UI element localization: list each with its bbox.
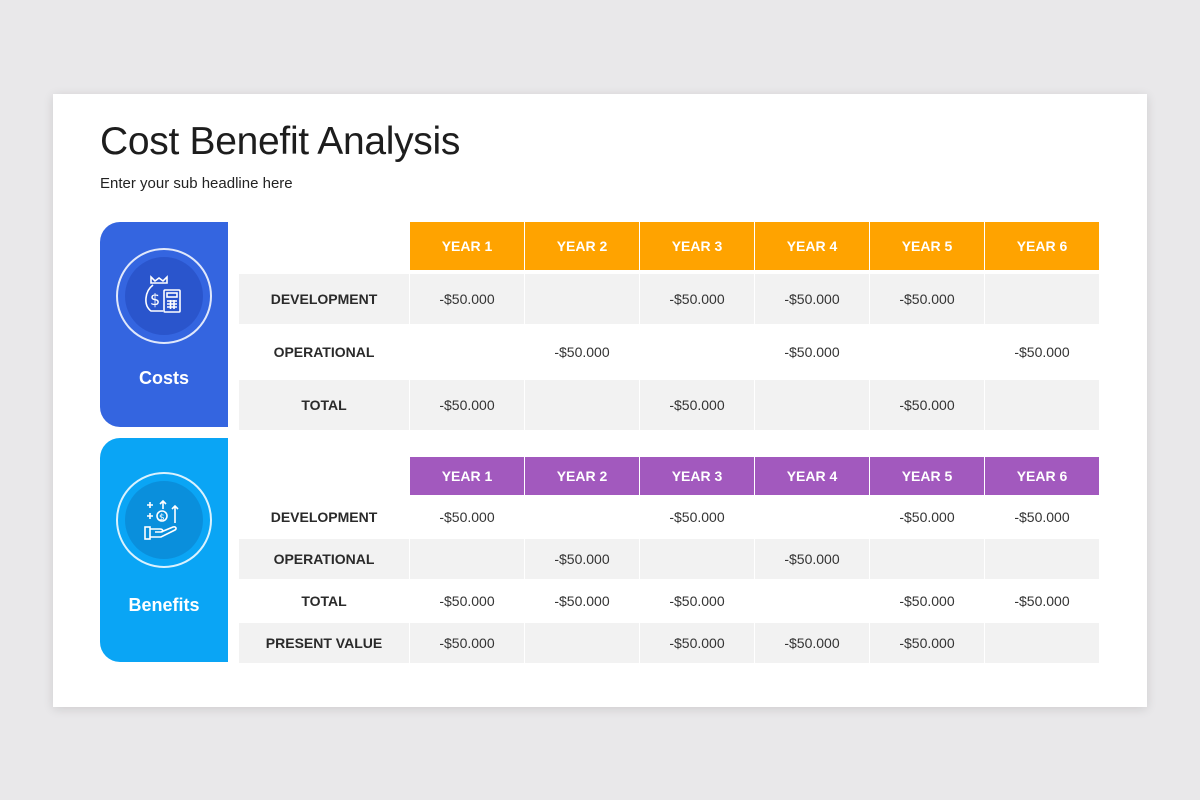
table-cell: [640, 327, 754, 377]
table-cell: [985, 380, 1099, 430]
table-cell: [755, 581, 869, 621]
table-cell: [410, 327, 524, 377]
row-label: PRESENT VALUE: [239, 623, 409, 663]
table-cell: -$50.000: [640, 380, 754, 430]
column-header: YEAR 3: [640, 457, 754, 495]
table-cell: -$50.000: [870, 380, 984, 430]
table-cell: -$50.000: [669, 509, 725, 525]
table-cell: -$50.000: [554, 593, 610, 609]
table-cell: [525, 274, 639, 324]
column-header: YEAR 5: [870, 457, 984, 495]
table-cell: -$50.000: [439, 509, 495, 525]
table-cell: [640, 539, 754, 579]
column-header: YEAR 6: [985, 222, 1099, 270]
table-cell: -$50.000: [899, 593, 955, 609]
table-cell: [755, 380, 869, 430]
table-cell: [985, 274, 1099, 324]
table-cell: -$50.000: [755, 274, 869, 324]
benefits-icon-circle: $: [116, 472, 212, 568]
table-cell: -$50.000: [755, 623, 869, 663]
benefits-table: YEAR 1 YEAR 2 YEAR 3 YEAR 4 YEAR 5 YEAR 6 DEVE…: [239, 457, 1101, 663]
column-header: YEAR 3: [640, 222, 754, 270]
table-cell: -$50.000: [870, 274, 984, 324]
column-header: YEAR 6: [985, 457, 1099, 495]
table-cell: [525, 623, 639, 663]
column-header: YEAR 1: [410, 222, 524, 270]
table-row: OPERATIONAL -$50.000 -$50.000: [239, 539, 1101, 579]
table-cell: [870, 327, 984, 377]
table-header: YEAR 1 YEAR 2 YEAR 3 YEAR 4 YEAR 5 YEAR 6: [410, 457, 1101, 495]
table-cell: -$50.000: [410, 274, 524, 324]
table-cell: [755, 497, 869, 537]
costs-panel: $ Costs: [100, 222, 228, 427]
column-header: YEAR 2: [525, 457, 639, 495]
hand-money-growth-icon: $: [144, 499, 179, 540]
table-cell: -$50.000: [1014, 344, 1070, 360]
table-cell: [410, 539, 524, 579]
table-cell: -$50.000: [669, 593, 725, 609]
costs-icon-circle: $: [116, 248, 212, 344]
table-header: YEAR 1 YEAR 2 YEAR 3 YEAR 4 YEAR 5 YEAR 6: [410, 222, 1101, 270]
table-cell: -$50.000: [410, 380, 524, 430]
money-bag-calculator-icon: $: [145, 275, 181, 313]
row-label: DEVELOPMENT: [270, 509, 378, 525]
table-cell: -$50.000: [1014, 593, 1070, 609]
column-header: YEAR 4: [755, 457, 869, 495]
costs-table: YEAR 1 YEAR 2 YEAR 3 YEAR 4 YEAR 5 YEAR 6 DEVE…: [239, 222, 1101, 430]
table-row: DEVELOPMENT -$50.000 -$50.000 -$50.000 -$50.…: [239, 497, 1101, 537]
table-cell: -$50.000: [755, 539, 869, 579]
benefits-label: Benefits: [128, 595, 200, 615]
table-row: DEVELOPMENT -$50.000 -$50.000 -$50.000 -$50.…: [239, 274, 1101, 324]
table-row: TOTAL -$50.000 -$50.000 -$50.000: [239, 380, 1101, 430]
table-cell: -$50.000: [870, 623, 984, 663]
table-cell: [525, 380, 639, 430]
benefits-panel: $ Benefits: [100, 438, 228, 662]
row-label: TOTAL: [239, 380, 409, 430]
table-cell: [870, 539, 984, 579]
table-cell: -$50.000: [525, 539, 639, 579]
subtitle: Enter your sub headline here: [100, 175, 293, 192]
costs-label: Costs: [138, 368, 189, 388]
table-cell: -$50.000: [554, 344, 610, 360]
table-cell: [985, 539, 1099, 579]
row-label: OPERATIONAL: [239, 539, 409, 579]
table-cell: -$50.000: [640, 623, 754, 663]
page-title: Cost Benefit Analysis: [100, 120, 461, 163]
column-header: YEAR 4: [755, 222, 869, 270]
table-cell: -$50.000: [784, 344, 840, 360]
row-label: DEVELOPMENT: [239, 274, 409, 324]
svg-text:$: $: [150, 290, 160, 309]
table-cell: [985, 623, 1099, 663]
table-cell: -$50.000: [899, 509, 955, 525]
table-cell: -$50.000: [410, 623, 524, 663]
table-row: TOTAL -$50.000 -$50.000 -$50.000 -$50.000 -$5…: [239, 581, 1101, 621]
table-row: OPERATIONAL -$50.000 -$50.000 -$50.000: [239, 327, 1101, 377]
row-label: OPERATIONAL: [273, 344, 375, 360]
row-label: TOTAL: [301, 593, 347, 609]
slide: Cost Benefit Analysis Enter your sub hea…: [53, 94, 1147, 707]
table-cell: [525, 497, 639, 537]
column-header: YEAR 5: [870, 222, 984, 270]
table-cell: -$50.000: [640, 274, 754, 324]
column-header: YEAR 1: [410, 457, 524, 495]
svg-text:$: $: [159, 513, 165, 523]
table-cell: -$50.000: [1014, 509, 1070, 525]
table-row: PRESENT VALUE -$50.000 -$50.000 -$50.000 -$5…: [239, 623, 1101, 663]
column-header: YEAR 2: [525, 222, 639, 270]
table-cell: -$50.000: [439, 593, 495, 609]
